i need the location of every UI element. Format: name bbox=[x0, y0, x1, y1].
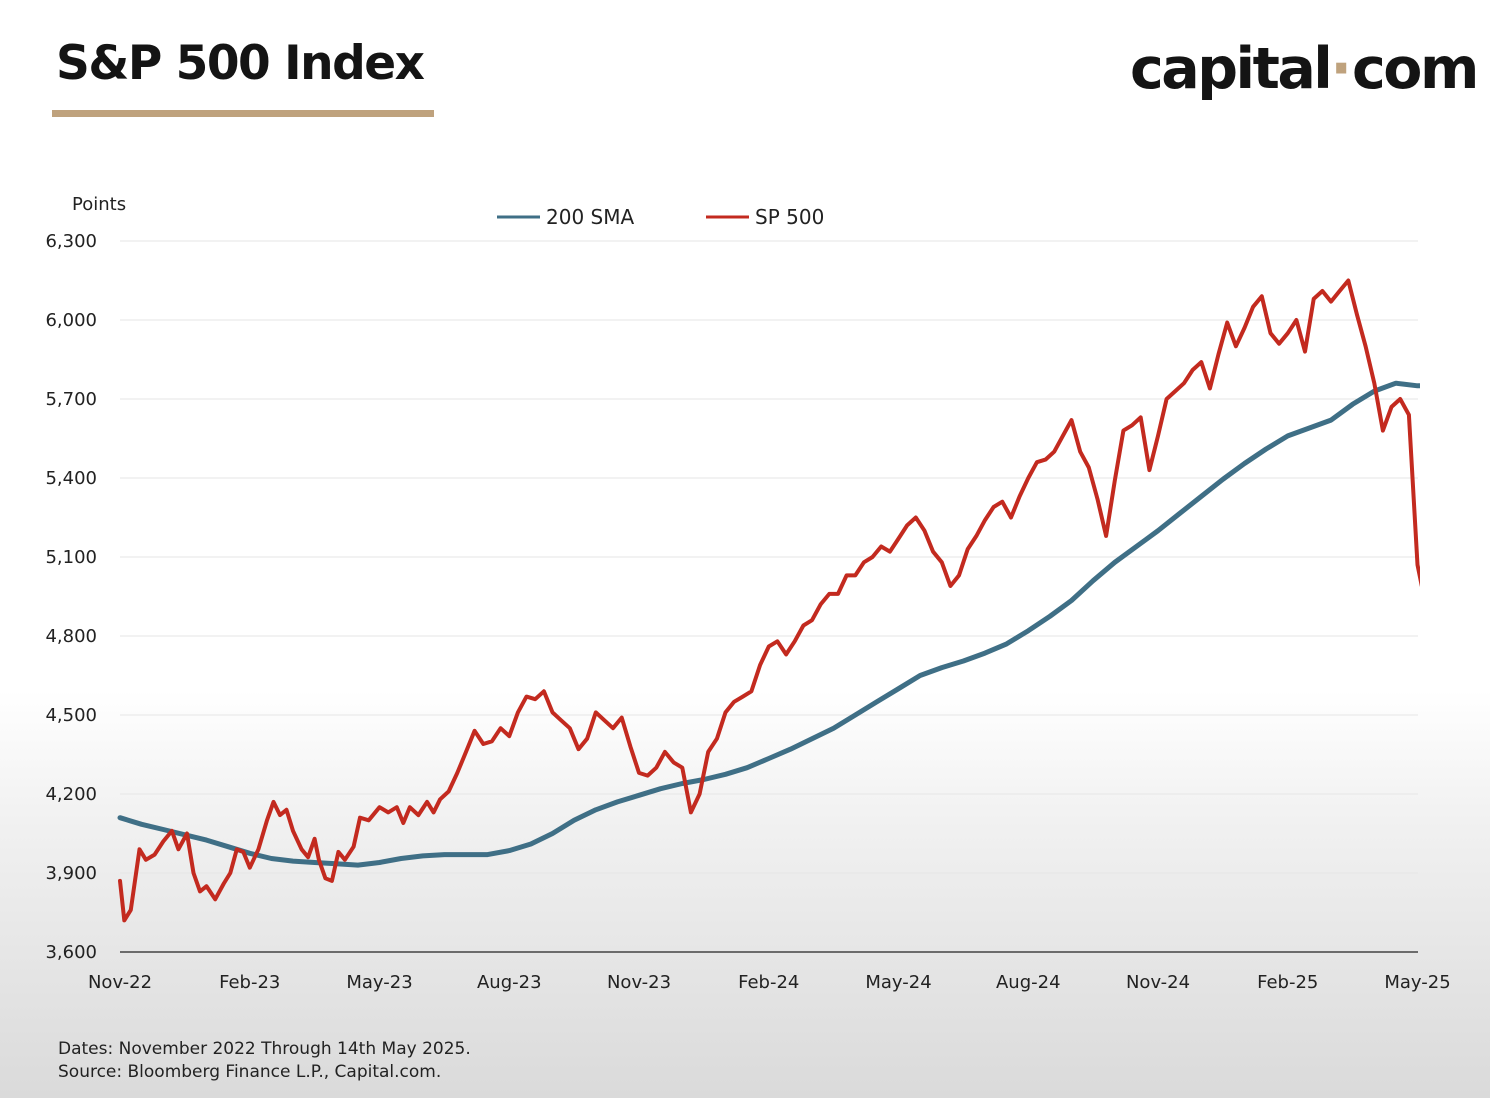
y-tick-label: 4,800 bbox=[45, 626, 97, 647]
x-tick-label: Feb-23 bbox=[219, 972, 280, 993]
legend-label-sp-500: SP 500 bbox=[755, 205, 824, 229]
x-tick-label: Feb-24 bbox=[738, 972, 799, 993]
brand-logo-left: capital bbox=[1130, 36, 1333, 102]
series-lines bbox=[117, 278, 1420, 923]
x-tick-labels: Nov-22 Feb-23 May-23 Aug-23 Nov-23 Feb-24 May-… bbox=[88, 972, 1451, 993]
y-tick-labels: 3,600 3,900 4,200 4,500 4,800 5,100 5,400 5,700… bbox=[45, 231, 97, 963]
y-tick-label: 6,000 bbox=[45, 310, 97, 331]
x-tick-label: Nov-23 bbox=[607, 972, 671, 993]
x-tick-label: Aug-24 bbox=[996, 972, 1061, 993]
brand-logo: capital·com bbox=[1130, 36, 1479, 102]
footnote-dates: Dates: November 2022 Through 14th May 20… bbox=[58, 1039, 471, 1059]
x-tick-label: Feb-25 bbox=[1257, 972, 1318, 993]
chart-legend: 200 SMA SP 500 bbox=[497, 205, 824, 229]
series-line-200-sma bbox=[117, 380, 1420, 868]
brand-logo-right: com bbox=[1352, 36, 1479, 102]
x-tick-label: Nov-22 bbox=[88, 972, 152, 993]
title-underline bbox=[52, 110, 434, 117]
grid-lines bbox=[120, 240, 1418, 874]
y-tick-label: 3,600 bbox=[45, 942, 97, 963]
y-tick-label: 3,900 bbox=[45, 863, 97, 884]
brand-logo-dot: · bbox=[1330, 36, 1352, 102]
x-tick-label: May-25 bbox=[1384, 972, 1450, 993]
x-tick-label: May-23 bbox=[346, 972, 412, 993]
page-title: S&P 500 Index bbox=[56, 36, 425, 91]
x-tick-label: May-24 bbox=[865, 972, 931, 993]
y-tick-label: 6,300 bbox=[45, 231, 97, 252]
x-tick-label: Aug-23 bbox=[477, 972, 542, 993]
y-axis-title: Points bbox=[72, 194, 126, 215]
y-tick-label: 5,400 bbox=[45, 468, 97, 489]
y-tick-label: 5,100 bbox=[45, 547, 97, 568]
footnote-source: Source: Bloomberg Finance L.P., Capital.… bbox=[58, 1062, 442, 1082]
y-tick-label: 4,200 bbox=[45, 784, 97, 805]
y-tick-label: 4,500 bbox=[45, 705, 97, 726]
x-tick-label: Nov-24 bbox=[1126, 972, 1190, 993]
series-line-sp-500 bbox=[118, 278, 1420, 923]
legend-label-200-sma: 200 SMA bbox=[546, 205, 634, 229]
y-tick-label: 5,700 bbox=[45, 389, 97, 410]
